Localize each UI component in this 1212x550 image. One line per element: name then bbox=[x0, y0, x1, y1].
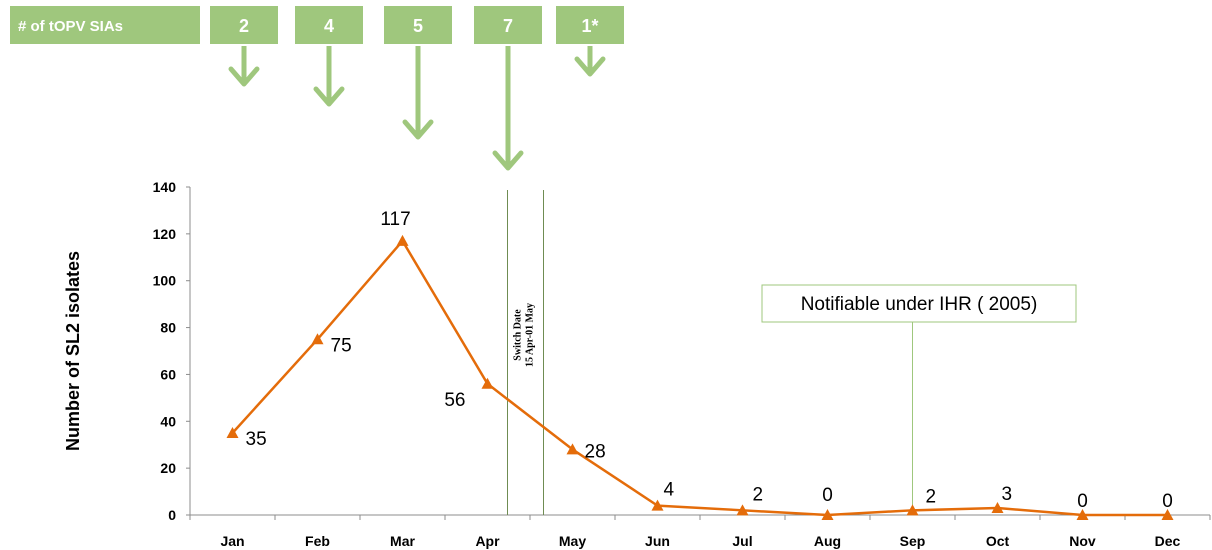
y-tick-label: 20 bbox=[160, 460, 176, 476]
x-tick-label-jun: Jun bbox=[645, 533, 670, 549]
switch-date-range: 15 Apr-01 May bbox=[525, 303, 536, 367]
sia-header-label: # of tOPV SIAs bbox=[18, 18, 123, 35]
data-point-oct bbox=[991, 501, 1004, 513]
data-point-jul bbox=[736, 504, 749, 516]
data-point-sep bbox=[906, 504, 919, 516]
data-label-feb: 75 bbox=[331, 335, 352, 356]
data-label-jun: 4 bbox=[664, 480, 675, 501]
data-label-aug: 0 bbox=[822, 485, 833, 506]
x-tick-label-may: May bbox=[559, 533, 586, 549]
data-point-may bbox=[566, 443, 579, 455]
x-tick-label-nov: Nov bbox=[1069, 533, 1096, 549]
data-point-apr bbox=[481, 377, 494, 389]
x-tick-label-apr: Apr bbox=[475, 533, 500, 549]
sia-count-jan: 2 bbox=[239, 16, 249, 36]
sia-count-may: 1* bbox=[581, 16, 598, 36]
sia-count-feb: 4 bbox=[324, 16, 334, 36]
y-tick-label: 140 bbox=[153, 179, 177, 195]
sia-count-apr: 7 bbox=[503, 16, 513, 36]
x-tick-label-sep: Sep bbox=[900, 533, 926, 549]
x-tick-label-mar: Mar bbox=[390, 533, 415, 549]
x-tick-label-oct: Oct bbox=[986, 533, 1010, 549]
sia-count-mar: 5 bbox=[413, 16, 423, 36]
sia-count-box-feb bbox=[295, 6, 363, 44]
chart-series: 35 75 117 56 28 4 2 0 2 3 0 0 bbox=[226, 209, 1174, 520]
callout-text: Notifiable under IHR ( 2005) bbox=[801, 294, 1038, 315]
sia-banner: # of tOPV SIAs 2 4 5 7 1* bbox=[10, 6, 624, 171]
x-tick-label-jan: Jan bbox=[220, 533, 244, 549]
down-arrow-icon bbox=[492, 150, 524, 171]
data-label-oct: 3 bbox=[1002, 484, 1013, 505]
callout-box bbox=[761, 284, 1077, 323]
down-arrow-icon bbox=[402, 119, 434, 140]
data-point-dec bbox=[1161, 509, 1174, 520]
data-label-apr: 56 bbox=[444, 390, 465, 411]
data-label-jan: 35 bbox=[246, 429, 267, 450]
down-arrow-icon bbox=[313, 86, 345, 107]
data-label-dec: 0 bbox=[1162, 491, 1173, 512]
data-point-jan bbox=[226, 427, 239, 438]
x-tick-label-aug: Aug bbox=[814, 533, 841, 549]
sia-count-box-may bbox=[556, 6, 624, 44]
y-tick-label: 100 bbox=[153, 273, 177, 289]
data-label-may: 28 bbox=[585, 441, 606, 462]
data-point-jun bbox=[651, 499, 664, 511]
data-point-feb bbox=[311, 333, 324, 345]
x-tick-label-dec: Dec bbox=[1155, 533, 1181, 549]
data-label-mar: 117 bbox=[380, 209, 410, 230]
sia-header-box bbox=[10, 6, 200, 44]
switch-date-label: Switch Date bbox=[513, 309, 524, 361]
data-point-nov bbox=[1076, 509, 1089, 520]
data-label-jul: 2 bbox=[753, 484, 764, 505]
x-tick-label-jul: Jul bbox=[732, 533, 752, 549]
data-point-aug bbox=[821, 509, 834, 520]
sia-count-box-mar bbox=[384, 6, 452, 44]
y-tick-label: 80 bbox=[160, 320, 176, 336]
y-tick-label: 60 bbox=[160, 366, 176, 382]
data-label-nov: 0 bbox=[1077, 491, 1088, 512]
chart-annotations: Switch Date 15 Apr-01 May Notifiable under… bbox=[507, 190, 1077, 515]
data-label-sep: 2 bbox=[926, 486, 937, 507]
down-arrow-icon bbox=[228, 66, 260, 87]
y-tick-label: 40 bbox=[160, 413, 176, 429]
y-axis-title: Number of SL2 isolates bbox=[63, 251, 83, 451]
sia-count-box-jan bbox=[210, 6, 278, 44]
x-tick-label-feb: Feb bbox=[305, 533, 330, 549]
down-arrow-icon bbox=[574, 56, 606, 77]
y-tick-label: 0 bbox=[168, 507, 176, 523]
series-line bbox=[231, 239, 1168, 517]
sia-count-box-apr bbox=[474, 6, 542, 44]
y-tick-label: 120 bbox=[153, 226, 177, 242]
data-point-mar bbox=[396, 234, 409, 246]
